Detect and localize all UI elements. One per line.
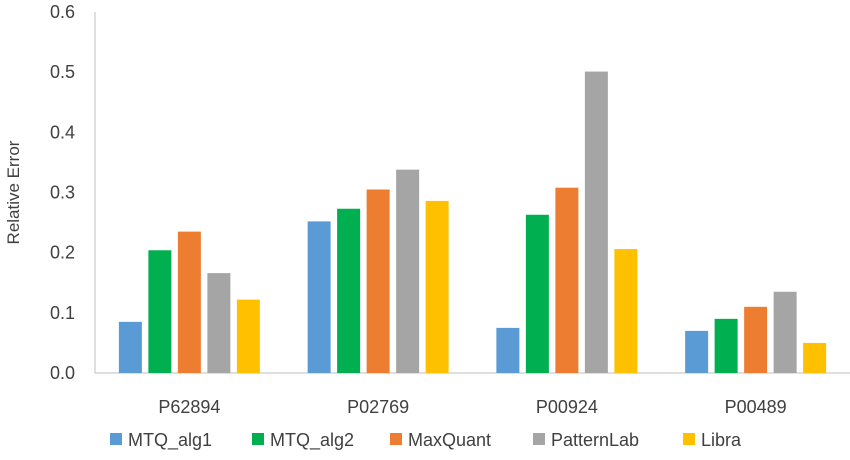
bar-mtq-alg2-p02769	[337, 209, 360, 373]
x-category-label: P62894	[158, 397, 220, 417]
bar-libra-p00489	[803, 343, 826, 373]
legend-swatch-mtq-alg1	[110, 433, 122, 445]
bar-mtq-alg1-p02769	[308, 221, 331, 373]
bar-patternlab-p00489	[774, 292, 797, 373]
legend: MTQ_alg1 MTQ_alg2 MaxQuant PatternLab Libra	[110, 430, 742, 451]
bar-patternlab-p02769	[396, 170, 419, 373]
legend-swatch-mtq-alg2	[252, 433, 264, 445]
bar-maxquant-p02769	[367, 189, 390, 373]
y-tick-label: 0.0	[50, 363, 75, 383]
bar-mtq-alg2-p62894	[148, 250, 171, 373]
legend-label: Libra	[701, 430, 742, 450]
y-tick-label: 0.1	[50, 303, 75, 323]
x-category-label: P02769	[347, 397, 409, 417]
y-tick-label: 0.5	[50, 62, 75, 82]
legend-swatch-libra	[683, 433, 695, 445]
bar-maxquant-p62894	[178, 232, 201, 373]
x-category-label: P00489	[725, 397, 787, 417]
bar-mtq-alg2-p00924	[526, 215, 549, 373]
x-category-label: P00924	[536, 397, 598, 417]
y-tick-label: 0.4	[50, 122, 75, 142]
legend-label: MTQ_alg1	[128, 430, 212, 451]
bar-libra-p62894	[237, 300, 260, 373]
legend-swatch-patternlab	[533, 433, 545, 445]
y-tick-label: 0.2	[50, 243, 75, 263]
legend-label: MTQ_alg2	[270, 430, 354, 451]
bar-libra-p02769	[426, 201, 449, 373]
bar-mtq-alg1-p00924	[496, 328, 519, 373]
y-tick-label: 0.6	[50, 2, 75, 22]
bar-maxquant-p00489	[744, 307, 767, 373]
y-tick-label: 0.3	[50, 183, 75, 203]
bar-mtq-alg1-p62894	[119, 322, 142, 373]
bars	[119, 72, 826, 373]
bar-mtq-alg1-p00489	[685, 331, 708, 373]
y-axis-title: Relative Error	[4, 140, 23, 244]
bar-maxquant-p00924	[555, 188, 578, 373]
legend-swatch-maxquant	[390, 433, 402, 445]
legend-label: PatternLab	[551, 430, 639, 450]
legend-label: MaxQuant	[408, 430, 491, 450]
bar-libra-p00924	[614, 249, 637, 373]
bar-patternlab-p62894	[207, 273, 230, 373]
bar-patternlab-p00924	[585, 72, 608, 373]
bar-mtq-alg2-p00489	[715, 319, 738, 373]
